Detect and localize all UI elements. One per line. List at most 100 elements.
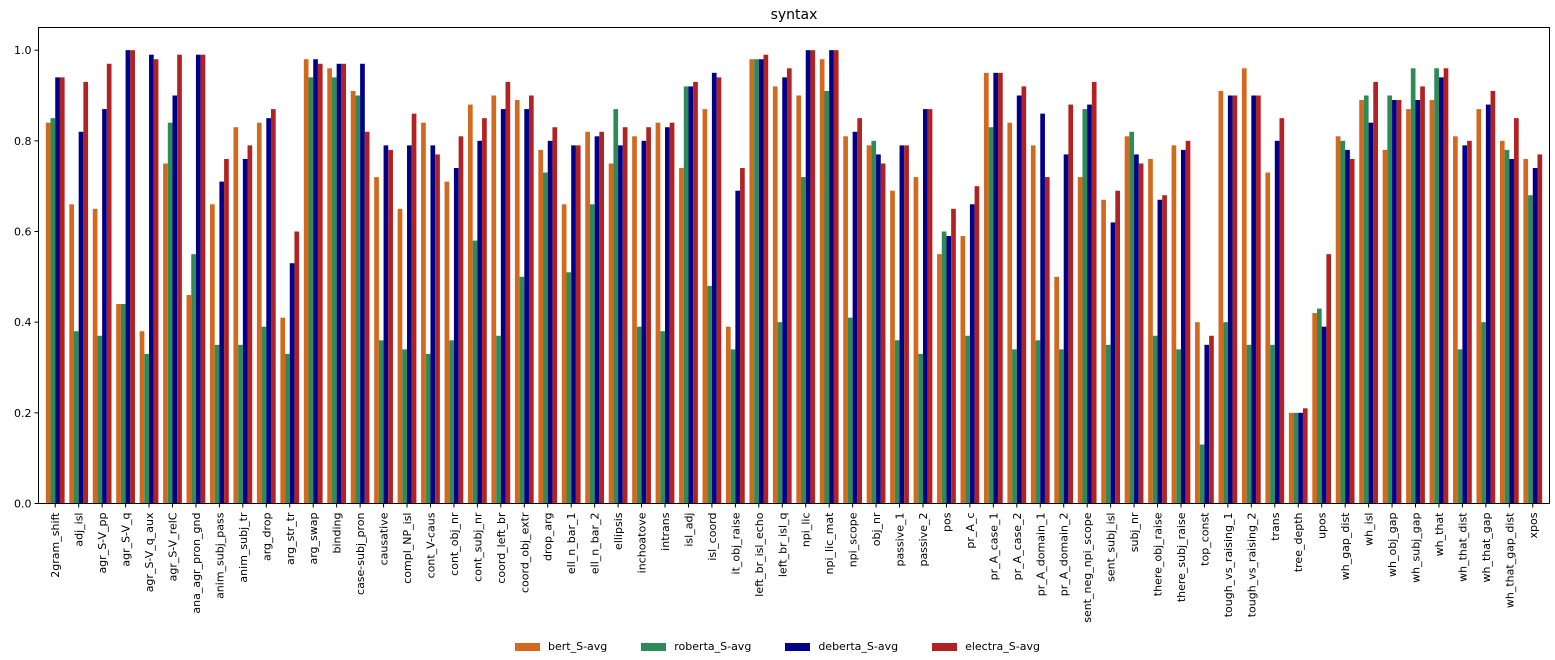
x-tick-label: left_br_isl_q [776, 513, 789, 578]
legend-label-bert: bert_S-avg [548, 640, 608, 653]
bar-roberta_S-avg-pr_A_case_1 [988, 127, 994, 504]
x-tick-label: binding [331, 513, 344, 554]
x-tick-label: anim_subj_pass [213, 512, 226, 599]
bar-bert_S-avg-pr_A_domain_1 [1030, 145, 1036, 504]
bar-electra_S-avg-passive_1 [904, 145, 909, 504]
bar-deberta_S-avg-sent_subj_isl [1110, 222, 1116, 504]
bar-deberta_S-avg-pr_A_case_1 [993, 72, 999, 504]
legend-item-electra: electra_S-avg [932, 640, 1040, 653]
bar-bert_S-avg-binding [327, 68, 332, 504]
bar-deberta_S-avg-ell_n_bar_2 [594, 136, 600, 504]
x-tick-label: coord_obj_extr [518, 512, 531, 593]
bar-deberta_S-avg-anim_subj_pass [219, 181, 225, 504]
bar-roberta_S-avg-upos [1317, 308, 1322, 504]
bar-electra_S-avg-ellipsis [622, 127, 628, 504]
bar-roberta_S-avg-subj_nr [1129, 131, 1135, 504]
x-tick-label: adj_isl [73, 513, 86, 547]
bar-roberta_S-avg-ana_agr_pron_gnd [191, 254, 196, 504]
x-tick-label: anim_subj_tr [237, 512, 250, 583]
bar-deberta_S-avg-binding [336, 63, 342, 504]
bar-bert_S-avg-pr_A_domain_2 [1054, 276, 1060, 504]
bar-electra_S-avg-ell_n_bar_1 [575, 145, 581, 504]
bar-electra_S-avg-top_const [1209, 335, 1214, 504]
y-axis: 0.0 0.2 0.4 0.6 0.8 1.0 [14, 44, 39, 511]
bar-roberta_S-avg-agr_S-V_relC [167, 122, 173, 504]
bar-roberta_S-avg-npi_lic [801, 177, 806, 504]
x-tick-label: 2gram_shift [49, 512, 62, 578]
bar-deberta_S-avg-arg_drop [266, 118, 271, 504]
bar-roberta_S-avg-isl_coord [707, 285, 712, 504]
y-tick-label: 0.8 [14, 135, 32, 148]
bar-electra_S-avg-coord_obj_extr [528, 95, 534, 504]
bar-electra_S-avg-sent_subj_isl [1115, 190, 1120, 504]
bar-deberta_S-avg-pos [946, 236, 952, 504]
bar-electra_S-avg-adj_isl [83, 81, 89, 504]
x-tick-label: tree_depth [1292, 512, 1305, 572]
bar-deberta_S-avg-ell_n_bar_1 [571, 145, 576, 504]
bar-roberta_S-avg-tough_vs_raising_2 [1246, 344, 1252, 504]
bar-electra_S-avg-npi_lic_mat [833, 50, 839, 504]
bar-deberta_S-avg-tough_vs_raising_2 [1251, 95, 1257, 504]
bar-bert_S-avg-tough_vs_raising_2 [1241, 68, 1247, 504]
x-tick-label: arg_drop [260, 512, 273, 561]
bar-deberta_S-avg-cont_V-caus [430, 145, 436, 504]
bar-bert_S-avg-adj_isl [69, 204, 74, 504]
x-tick-label: left_br_isl_echo [753, 512, 766, 596]
bar-roberta_S-avg-wh_isl [1363, 95, 1369, 504]
x-tick-label: passive_1 [894, 513, 907, 567]
x-tick-label: pr_A_domain_2 [1058, 513, 1071, 597]
bar-deberta_S-avg-there_subj_raise [1180, 149, 1186, 504]
bar-electra_S-avg-arg_drop [271, 109, 276, 504]
bar-electra_S-avg-agr_S-V_q_aux [153, 59, 159, 504]
bar-deberta_S-avg-tree_depth [1298, 412, 1303, 504]
bar-deberta_S-avg-isl_coord [711, 72, 717, 504]
bar-bert_S-avg-agr_S-V_q [116, 304, 121, 504]
bar-deberta_S-avg-ellipsis [618, 145, 623, 504]
bar-deberta_S-avg-pr_A_domain_1 [1040, 113, 1045, 504]
x-tick-label: ellipsis [612, 512, 625, 550]
bar-bert_S-avg-it_obj_raise [725, 326, 731, 504]
bar-deberta_S-avg-wh_that_dist [1462, 145, 1468, 504]
bar-roberta_S-avg-binding [331, 77, 337, 504]
bar-roberta_S-avg-causative [378, 340, 384, 504]
bar-electra_S-avg-tree_depth [1302, 408, 1308, 504]
bar-roberta_S-avg-case-subj_pron [355, 95, 361, 504]
bar-electra_S-avg-tough_vs_raising_1 [1232, 95, 1238, 504]
bar-bert_S-avg-causative [374, 177, 379, 504]
bar-deberta_S-avg-compl_NP_isl [407, 145, 412, 504]
bar-deberta_S-avg-npi_scope [852, 131, 858, 504]
bar-electra_S-avg-isl_coord [716, 77, 722, 504]
bar-bert_S-avg-tree_depth [1288, 412, 1294, 504]
bar-roberta_S-avg-ellipsis [613, 109, 619, 504]
bar-roberta_S-avg-cont_subj_nr [472, 240, 478, 504]
bar-electra_S-avg-binding [341, 63, 347, 504]
bar-deberta_S-avg-2gram_shift [55, 77, 60, 504]
bar-deberta_S-avg-upos [1321, 326, 1327, 504]
bar-bert_S-avg-ell_n_bar_2 [585, 131, 590, 504]
bar-electra_S-avg-agr_S-V_q [130, 50, 135, 504]
x-tick-label: upos [1316, 512, 1329, 539]
bar-roberta_S-avg-cont_V-caus [425, 353, 431, 504]
x-tick-label: npi_lic [800, 513, 813, 548]
bar-bert_S-avg-anim_subj_tr [233, 127, 239, 504]
x-tick-label: pr_A_c [964, 513, 977, 549]
bar-bert_S-avg-ellipsis [608, 163, 614, 504]
bar-deberta_S-avg-wh_that [1438, 77, 1444, 504]
bar-bert_S-avg-drop_arg [538, 149, 544, 504]
x-tick-label: wh_subj_gap [1410, 512, 1423, 582]
bar-deberta_S-avg-arg_str_tr [289, 263, 295, 504]
x-tick-label: tough_vs_raising_2 [1245, 513, 1258, 618]
bar-electra_S-avg-anim_subj_tr [247, 145, 253, 504]
x-tick-label: it_obj_raise [729, 512, 742, 574]
bar-roberta_S-avg-inchoatove [636, 326, 642, 504]
x-tick-label: npi_lic_mat [823, 512, 836, 575]
x-tick-label: pos [940, 512, 953, 532]
bar-roberta_S-avg-wh_that_gap [1481, 322, 1486, 504]
bar-deberta_S-avg-wh_gap_dist [1345, 149, 1350, 504]
bar-bert_S-avg-anim_subj_pass [210, 204, 215, 504]
x-tick-label: obj_nr [870, 512, 883, 546]
bar-electra_S-avg-there_subj_raise [1185, 140, 1191, 504]
bar-electra_S-avg-case-subj_pron [364, 131, 370, 504]
bar-bert_S-avg-inchoatove [632, 136, 637, 504]
